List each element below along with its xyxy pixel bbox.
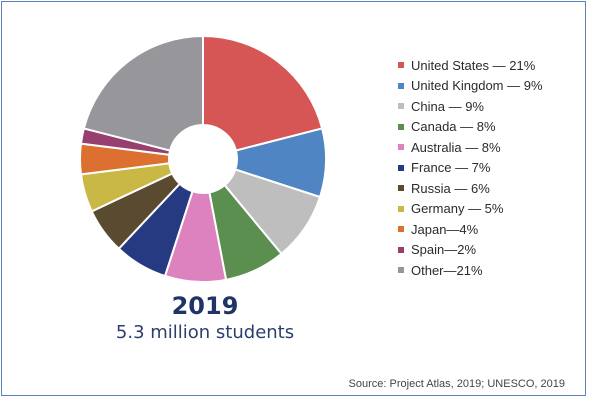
legend-item: Japan—4% [398, 219, 543, 240]
legend-swatch [398, 123, 404, 130]
legend-swatch [398, 226, 404, 233]
legend-label: United Kingdom — 9% [411, 78, 543, 94]
legend-item: United States — 21% [398, 55, 543, 76]
legend-item: Spain—2% [398, 240, 543, 261]
chart-frame: 2019 5.3 million students United States … [1, 1, 586, 396]
legend-swatch [398, 144, 404, 151]
legend-item: China — 9% [398, 96, 543, 117]
legend-item: Other—21% [398, 260, 543, 281]
legend-label: Spain—2% [411, 242, 477, 258]
legend-item: France — 7% [398, 158, 543, 179]
legend-label: Canada — 8% [411, 119, 496, 135]
legend-label: Japan—4% [411, 221, 479, 237]
legend-swatch [398, 205, 404, 212]
chart-title: 2019 [171, 292, 239, 320]
legend-item: United Kingdom — 9% [398, 76, 543, 97]
legend-swatch [398, 185, 404, 192]
legend-label: France — 7% [411, 160, 491, 176]
legend-swatch [398, 246, 404, 253]
legend-label: China — 9% [411, 98, 484, 114]
legend-label: Australia — 8% [411, 139, 501, 155]
legend-label: Germany — 5% [411, 201, 504, 217]
legend-item: Canada — 8% [398, 117, 543, 138]
legend-swatch [398, 267, 404, 274]
pie-slice-10 [82, 34, 204, 152]
legend-swatch [398, 62, 404, 69]
chart-subtitle: 5.3 million students [115, 322, 295, 343]
legend-swatch [398, 82, 404, 89]
legend-label: Other—21% [411, 262, 483, 278]
pie-slice-0 [202, 34, 324, 152]
legend-swatch [398, 164, 404, 171]
source-note: Source: Project Atlas, 2019; UNESCO, 201… [348, 378, 565, 390]
legend-item: Australia — 8% [398, 137, 543, 158]
legend-label: Russia — 6% [411, 180, 490, 196]
legend-item: Germany — 5% [398, 199, 543, 220]
legend-swatch [398, 103, 404, 110]
donut-chart [79, 34, 327, 283]
legend-label: United States — 21% [411, 57, 536, 73]
legend-item: Russia — 6% [398, 178, 543, 199]
legend: United States — 21% United Kingdom — 9% Ch… [398, 55, 543, 281]
